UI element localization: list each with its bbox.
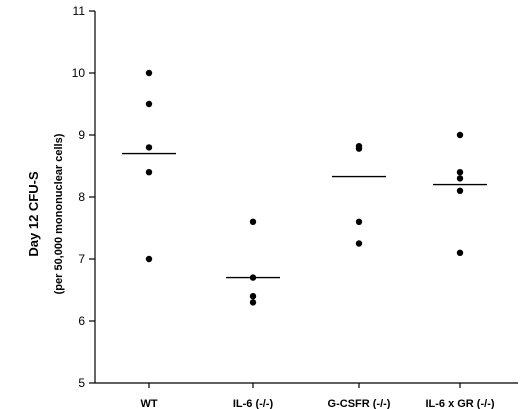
ticks-layer: 5 6 7 8 9 10 11 WT IL-6 (-/-) G-CSFR (-/-) IL-6 x … bbox=[72, 4, 495, 409]
data-point bbox=[456, 187, 464, 194]
data-point bbox=[456, 249, 464, 256]
marks-layer bbox=[122, 69, 487, 306]
y-tick-label: 10 bbox=[72, 66, 86, 80]
data-point bbox=[145, 144, 153, 151]
y-tick-label: 11 bbox=[73, 4, 86, 18]
x-tick-label: WT bbox=[140, 398, 157, 409]
y-tick-label: 5 bbox=[78, 376, 85, 390]
data-point bbox=[355, 240, 363, 247]
data-point bbox=[456, 175, 464, 182]
data-point bbox=[456, 131, 464, 139]
data-point bbox=[145, 169, 153, 176]
data-point bbox=[249, 218, 257, 225]
data-point bbox=[355, 218, 363, 225]
data-point bbox=[145, 255, 153, 263]
x-tick-label: IL-6 (-/-) bbox=[233, 398, 274, 409]
y-axis-subtitle-group: (per 50,000 mononuclear cells) bbox=[53, 133, 65, 294]
y-tick-label: 8 bbox=[78, 190, 85, 204]
data-point bbox=[355, 145, 363, 152]
data-point bbox=[145, 69, 153, 77]
data-point bbox=[456, 169, 464, 176]
y-axis-title-group: Day 12 CFU-S bbox=[26, 171, 41, 257]
data-point bbox=[145, 100, 153, 108]
y-axis-title: Day 12 CFU-S bbox=[26, 171, 41, 257]
y-tick-label: 7 bbox=[78, 252, 85, 266]
data-point bbox=[249, 299, 257, 306]
y-axis-subtitle: (per 50,000 mononuclear cells) bbox=[53, 133, 65, 294]
data-point bbox=[249, 293, 257, 300]
y-tick-label: 6 bbox=[78, 314, 85, 328]
x-tick-label: G-CSFR (-/-) bbox=[328, 398, 391, 409]
x-tick-label: IL-6 x GR (-/-) bbox=[425, 398, 494, 409]
y-tick-label: 9 bbox=[78, 128, 85, 142]
